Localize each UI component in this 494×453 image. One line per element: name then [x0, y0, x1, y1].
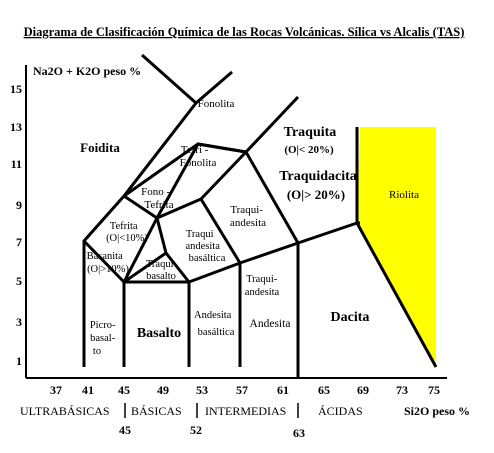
label-basanita-line: (O|>10%) — [87, 264, 129, 275]
label-traquibasalto-line: Traqui — [146, 259, 174, 270]
x-tick: 41 — [82, 383, 94, 397]
label-tefri-fonolita-line: Fonolita — [180, 157, 217, 169]
rock-classes: ULTRABÁSICAS BÁSICAS INTERMEDIAS ÁCIDAS … — [20, 404, 470, 418]
label-traquiandesita-line: Traqui- — [230, 204, 263, 216]
class-limits: 45 52 63 — [119, 423, 305, 440]
label-tab-line: andesita — [185, 241, 220, 252]
label-tal-line: andesita — [245, 287, 280, 298]
label-picrobasalto: Picro- basal- to — [90, 320, 118, 357]
label-basanita-line: Basanita — [87, 251, 123, 262]
x-tick: 45 — [118, 383, 130, 397]
class-limit: 45 — [119, 423, 131, 437]
y-axis-label: Na2O + K2O peso % — [33, 64, 141, 78]
x-tick: 69 — [357, 383, 369, 397]
x-axis-label: Si2O peso % — [404, 404, 470, 418]
label-foidita: Foidita — [80, 140, 120, 155]
label-traquidacita: Traquidacita — [279, 169, 357, 184]
label-fono-tefrita-line: Tefrita — [144, 199, 173, 211]
label-traquibasalto-line: basalto — [146, 271, 176, 282]
label-andesita-basaltica-line: basáltica — [198, 327, 235, 338]
label-tefri-fonolita-line: Tefri - — [181, 144, 209, 156]
y-tick: 15 — [10, 82, 22, 96]
y-tick: 5 — [16, 274, 22, 288]
y-tick: 7 — [16, 235, 22, 249]
class-limit: 63 — [293, 426, 305, 440]
y-ticks: 15 13 11 9 7 5 3 1 — [10, 82, 22, 368]
label-tab-line: Traqui — [186, 229, 214, 240]
label-traquidacita-cond: (O|> 20%) — [287, 187, 345, 202]
label-traquiandesita-basaltica: Traqui andesita basáltica — [185, 229, 225, 264]
x-tick: 65 — [318, 383, 330, 397]
label-picrobasalto-line: basal- — [90, 333, 116, 344]
class-basicas: BÁSICAS — [131, 404, 182, 418]
axes — [25, 65, 447, 379]
x-tick: 53 — [196, 383, 208, 397]
label-traquiandesita-lower: Traqui- andesita — [245, 274, 280, 298]
y-tick: 3 — [16, 315, 22, 329]
y-tick: 13 — [10, 120, 22, 134]
x-tick: 75 — [428, 383, 440, 397]
label-tefrita-line: (O|<10%) — [106, 233, 148, 244]
class-ultrabasicas: ULTRABÁSICAS — [20, 404, 110, 418]
y-tick: 1 — [16, 354, 22, 368]
y-tick: 11 — [11, 157, 22, 171]
label-traquita-cond: (O|< 20%) — [284, 144, 334, 156]
diagram-title: Diagrama de Clasificación Química de las… — [24, 25, 465, 39]
x-tick: 57 — [236, 383, 248, 397]
label-fono-tefrita: Fono - Tefrita — [141, 186, 174, 211]
label-fonolita: Fonolita — [198, 98, 235, 110]
label-basalto: Basalto — [137, 326, 181, 341]
riolita-field — [357, 127, 436, 367]
y-tick: 9 — [16, 198, 22, 212]
x-tick: 37 — [50, 383, 62, 397]
label-picrobasalto-line: Picro- — [90, 320, 116, 331]
label-basanita: Basanita (O|>10%) — [87, 251, 130, 275]
label-traquiandesita-line: andesita — [230, 217, 266, 229]
label-picrobasalto-line: to — [93, 346, 101, 357]
label-andesita: Andesita — [250, 318, 291, 330]
label-andesita-basaltica-line: Andesita — [194, 310, 232, 321]
class-limit: 52 — [190, 423, 202, 437]
x-tick: 61 — [277, 383, 289, 397]
class-intermedias: INTERMEDIAS — [205, 404, 286, 418]
class-acidas: ÁCIDAS — [318, 404, 363, 418]
field-labels: Foidita Fonolita Tefri - Fonolita Traqui… — [80, 98, 419, 357]
label-traquita: Traquita — [284, 125, 337, 140]
label-fono-tefrita-line: Fono - — [141, 186, 170, 198]
x-ticks: 37 41 45 49 53 57 61 65 69 73 75 — [50, 383, 440, 397]
label-tefrita: Tefrita (O|<10%) — [106, 221, 148, 244]
label-tefrita-line: Tefrita — [110, 221, 138, 232]
label-tefri-fonolita: Tefri - Fonolita — [180, 144, 217, 169]
field-boundaries — [82, 53, 438, 378]
label-andesita-basaltica: Andesita basáltica — [194, 310, 235, 338]
x-tick: 49 — [157, 383, 169, 397]
label-dacita: Dacita — [331, 310, 370, 325]
x-tick: 73 — [396, 383, 408, 397]
class-separators — [124, 403, 299, 418]
label-traquiandesita: Traqui- andesita — [230, 204, 266, 229]
label-traquibasalto: Traqui basalto — [146, 259, 176, 282]
label-tal-line: Traqui- — [246, 274, 278, 285]
label-riolita: Riolita — [389, 189, 419, 201]
label-tab-line: basáltica — [189, 253, 226, 264]
